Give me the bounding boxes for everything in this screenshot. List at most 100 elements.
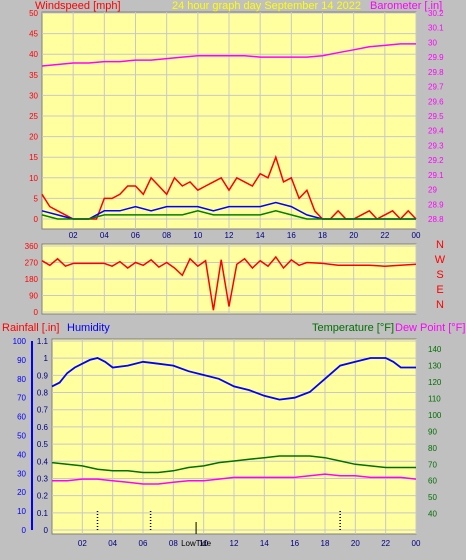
time-tick: 14	[256, 231, 265, 240]
time-tick: 12	[225, 231, 234, 240]
direction-tick: 0	[34, 308, 39, 317]
barometer-tick: 30	[428, 38, 437, 47]
humidity-tick-labels: 0 10 20 30 40 50 60 70 80 90 100	[13, 337, 27, 535]
windspeed-tick: 50	[29, 9, 38, 18]
time-tick: 08	[169, 539, 178, 548]
rainfall-tick: 0.1	[37, 509, 49, 518]
humidity-tick: 60	[17, 413, 26, 422]
temperature-tick: 50	[428, 493, 437, 502]
barometer-tick: 29.7	[428, 83, 444, 92]
windspeed-tick: 35	[29, 71, 38, 80]
barometer-tick: 30.1	[428, 24, 444, 33]
direction-tick-labels: 0 90 180 270 360	[25, 242, 39, 317]
graph-title: 24 hour graph day September 14 2022	[172, 0, 361, 12]
rainfall-tick: 0.6	[37, 423, 49, 432]
humidity-tick: 70	[17, 394, 26, 403]
tide-markers	[96, 511, 341, 534]
temperature-tick: 60	[428, 477, 437, 486]
barometer-tick: 28.8	[428, 215, 444, 224]
time-tick: 06	[139, 539, 148, 548]
time-tick: 00	[412, 539, 421, 548]
temperature-tick: 70	[428, 460, 437, 469]
humidity-tick: 40	[17, 450, 26, 459]
humidity-line	[51, 357, 416, 401]
dewpoint-line	[52, 473, 417, 485]
direction-series	[41, 255, 417, 311]
lowtide-label: LowTide	[181, 539, 211, 548]
humidity-temp-series	[51, 357, 417, 485]
windspeed-tick: 45	[29, 30, 38, 39]
barometer-tick: 28.9	[428, 200, 444, 209]
windspeed-tick: 15	[29, 153, 38, 162]
temperature-axis-title: Temperature [°F]	[312, 322, 394, 334]
compass-label: W	[435, 254, 446, 266]
humidity-tick: 30	[17, 469, 26, 478]
time-tick: 10	[193, 231, 202, 240]
temperature-tick: 110	[428, 395, 441, 404]
humidity-tick: 90	[17, 356, 26, 365]
time-tick: 22	[380, 231, 389, 240]
temperature-tick: 130	[428, 362, 442, 371]
temperature-line	[51, 455, 416, 474]
time-tick: 20	[351, 539, 360, 548]
barometer-tick: 29.4	[428, 127, 444, 136]
barometer-tick: 29	[428, 186, 437, 195]
humidity-tick: 50	[17, 432, 26, 441]
grid-wind	[42, 12, 417, 229]
rainfall-tick: 0.9	[37, 371, 49, 380]
windspeed-tick: 30	[29, 91, 38, 100]
temperature-tick: 90	[428, 427, 437, 436]
humidity-tick: 10	[17, 507, 26, 516]
humidity-tick: 0	[22, 526, 27, 535]
time-tick: 08	[162, 231, 171, 240]
windspeed-tick: 20	[29, 133, 38, 142]
wind-series	[41, 43, 417, 221]
wind-low-line	[41, 210, 416, 220]
time-tick: 02	[78, 539, 87, 548]
rainfall-tick: 1	[44, 354, 49, 363]
compass-label: S	[436, 269, 443, 281]
grid-direction	[42, 244, 417, 314]
rainfall-tick: 0.5	[37, 440, 49, 449]
time-tick: 18	[318, 231, 327, 240]
temperature-tick: 100	[428, 411, 442, 420]
direction-tick: 360	[25, 242, 39, 251]
barometer-tick: 29.3	[428, 141, 444, 150]
direction-tick: 180	[25, 275, 39, 284]
windspeed-tick: 25	[29, 112, 38, 121]
barometer-line	[41, 43, 416, 67]
rainfall-tick: 0.4	[37, 457, 49, 466]
barometer-tick-labels: 28.8 28.9 29 29.1 29.2 29.3 29.4 29.5 29.6 29.7 29…	[428, 9, 444, 224]
windspeed-tick: 0	[34, 215, 39, 224]
time-tick: 10	[199, 539, 208, 548]
temperature-tick-labels: 40 50 60 70 80 90 100 110 120 130 140	[428, 345, 442, 518]
rainfall-tick: 0	[44, 526, 49, 535]
windspeed-tick: 5	[34, 194, 39, 203]
barometer-tick: 29.6	[428, 97, 444, 106]
direction-line	[41, 255, 417, 311]
humidity-tick: 100	[13, 337, 27, 346]
time-tick: 22	[381, 539, 390, 548]
compass-label: E	[436, 284, 443, 296]
rainfall-axis-title: Rainfall [.in]	[2, 322, 59, 334]
windspeed-tick: 10	[29, 174, 38, 183]
time-tick-labels-bottom: 02 04 06 08 10 12 14 16 18 20 22 00	[78, 539, 421, 548]
compass-label: N	[436, 299, 444, 311]
barometer-tick: 29.5	[428, 112, 444, 121]
rainfall-tick: 0.2	[37, 492, 49, 501]
time-tick: 04	[108, 539, 117, 548]
barometer-tick: 29.1	[428, 171, 444, 180]
temperature-tick: 40	[428, 510, 437, 519]
rainfall-tick-labels: 0 0.1 0.2 0.3 0.4 0.5 0.6 0.7 0.8 0.9 1 1.1	[37, 337, 49, 535]
temperature-tick: 120	[428, 378, 442, 387]
rainfall-tick: 0.3	[37, 474, 49, 483]
temperature-tick: 140	[428, 345, 442, 354]
windspeed-tick: 40	[29, 50, 38, 59]
barometer-tick: 29.2	[428, 156, 444, 165]
windspeed-axis-title: Windspeed [mph]	[35, 0, 121, 12]
time-tick: 02	[69, 231, 78, 240]
barometer-tick: 30.2	[428, 9, 444, 18]
